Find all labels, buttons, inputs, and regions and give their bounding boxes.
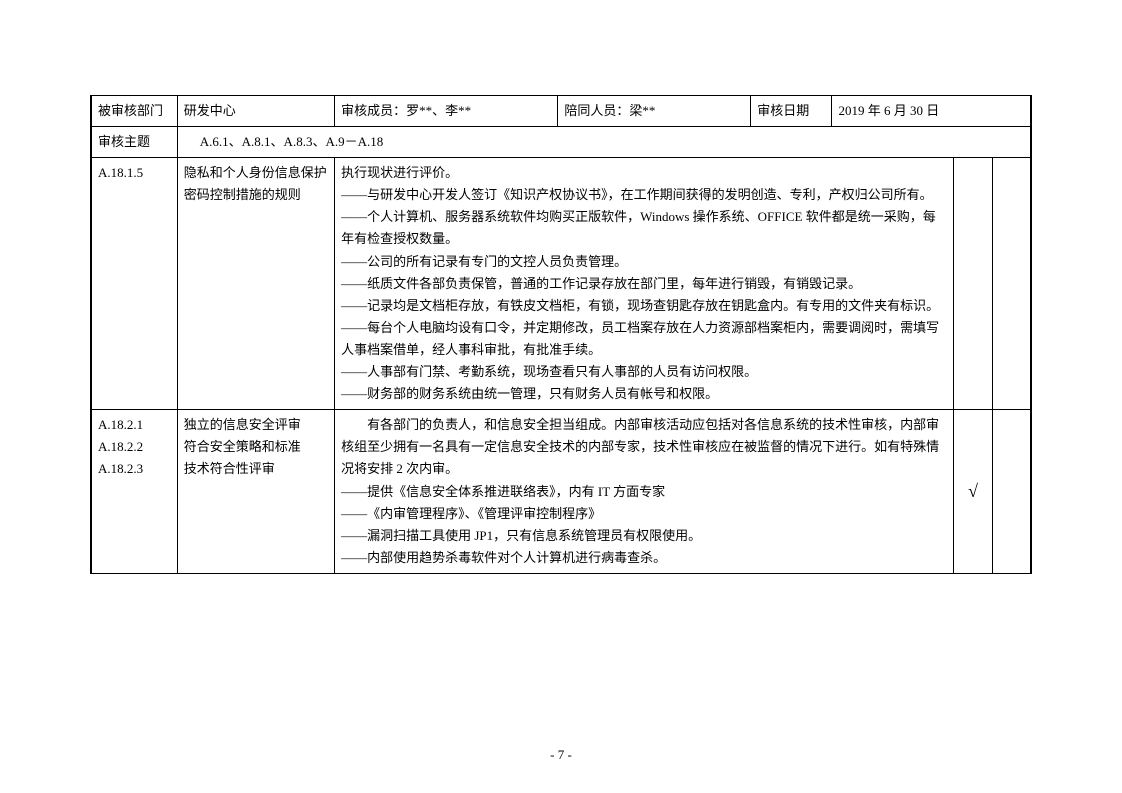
header-row-2: 审核主题 A.6.1、A.8.1、A.8.3、A.9－A.18 xyxy=(91,127,1031,158)
page-footer: - 7 - xyxy=(0,747,1122,763)
date-label: 审核日期 xyxy=(751,96,832,127)
table-row: A.18.2.1A.18.2.2A.18.2.3 独立的信息安全评审符合安全策略… xyxy=(91,410,1031,574)
row-check2 xyxy=(992,158,1031,410)
row-desc: 有各部门的负责人，和信息安全担当组成。内部审核活动应包括对各信息系统的技术性审核… xyxy=(335,410,954,574)
header-row-1: 被审核部门 研发中心 审核成员：罗**、李** 陪同人员：梁** 审核日期 20… xyxy=(91,96,1031,127)
row-desc: 执行现状进行评价。——与研发中心开发人签订《知识产权协议书》，在工作期间获得的发… xyxy=(335,158,954,410)
date-value: 2019 年 6 月 30 日 xyxy=(832,96,1031,127)
audit-table: 被审核部门 研发中心 审核成员：罗**、李** 陪同人员：梁** 审核日期 20… xyxy=(90,95,1032,574)
escort-cell: 陪同人员：梁** xyxy=(558,96,751,127)
row-topic: 独立的信息安全评审符合安全策略和标准技术符合性评审 xyxy=(177,410,334,574)
member-cell: 审核成员：罗**、李** xyxy=(335,96,558,127)
row-check1: √ xyxy=(954,410,993,574)
subject-value: A.6.1、A.8.1、A.8.3、A.9－A.18 xyxy=(177,127,1031,158)
dept-label: 被审核部门 xyxy=(91,96,177,127)
row-check2 xyxy=(992,410,1031,574)
row-id: A.18.1.5 xyxy=(91,158,177,410)
row-id: A.18.2.1A.18.2.2A.18.2.3 xyxy=(91,410,177,574)
table-row: A.18.1.5 隐私和个人身份信息保护密码控制措施的规则 执行现状进行评价。—… xyxy=(91,158,1031,410)
dept-value: 研发中心 xyxy=(177,96,334,127)
row-check1 xyxy=(954,158,993,410)
row-topic: 隐私和个人身份信息保护密码控制措施的规则 xyxy=(177,158,334,410)
subject-label: 审核主题 xyxy=(91,127,177,158)
